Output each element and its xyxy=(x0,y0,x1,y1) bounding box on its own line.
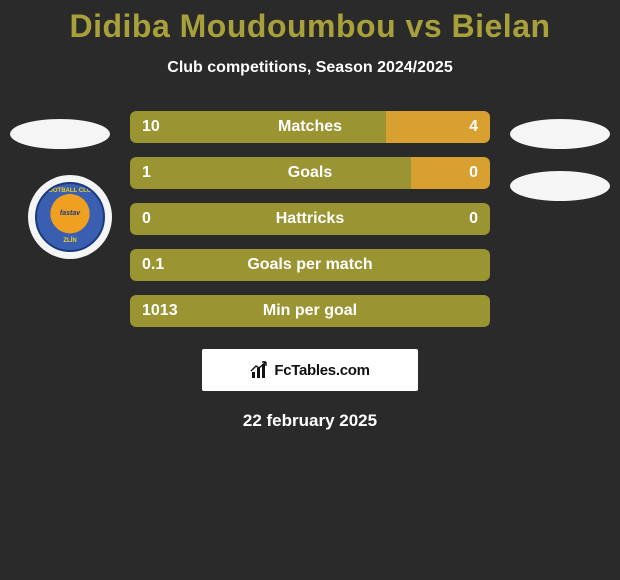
player-placeholder-left xyxy=(10,119,110,149)
infographic-container: Didiba Moudoumbou vs Bielan Club competi… xyxy=(0,0,620,431)
stat-value-right: 4 xyxy=(418,118,478,136)
club-badge-inner: FOOTBALL CLUB fastav ZLÍN xyxy=(35,182,105,252)
badge-mid-text: fastav xyxy=(37,210,103,217)
club-placeholder-right xyxy=(510,171,610,201)
stat-value-left: 0 xyxy=(142,210,202,228)
brand-box[interactable]: FcTables.com xyxy=(202,349,418,391)
stat-value-right: 0 xyxy=(418,210,478,228)
stat-value-left: 1 xyxy=(142,164,202,182)
stat-label: Goals per match xyxy=(202,256,418,274)
stat-value-left: 0.1 xyxy=(142,256,202,274)
stat-value-left: 1013 xyxy=(142,302,202,320)
stat-row: 1013Min per goal xyxy=(130,295,490,327)
date-text: 22 february 2025 xyxy=(0,411,620,431)
stat-value-right: 0 xyxy=(418,164,478,182)
stat-rows: 10Matches41Goals00Hattricks00.1Goals per… xyxy=(130,111,490,327)
stat-label: Goals xyxy=(202,164,418,182)
page-title: Didiba Moudoumbou vs Bielan xyxy=(0,8,620,45)
club-badge-left: FOOTBALL CLUB fastav ZLÍN xyxy=(28,175,112,259)
badge-top-text: FOOTBALL CLUB xyxy=(37,188,103,194)
stat-row: 10Matches4 xyxy=(130,111,490,143)
stats-area: FOOTBALL CLUB fastav ZLÍN 10Matches41Goa… xyxy=(0,111,620,431)
stat-row: 1Goals0 xyxy=(130,157,490,189)
stat-value-left: 10 xyxy=(142,118,202,136)
brand-text: FcTables.com xyxy=(274,362,369,379)
player-placeholder-right xyxy=(510,119,610,149)
stat-row: 0.1Goals per match xyxy=(130,249,490,281)
bar-chart-icon xyxy=(250,362,270,378)
subtitle: Club competitions, Season 2024/2025 xyxy=(0,59,620,77)
stat-row: 0Hattricks0 xyxy=(130,203,490,235)
stat-label: Min per goal xyxy=(202,302,418,320)
stat-label: Hattricks xyxy=(202,210,418,228)
badge-bot-text: ZLÍN xyxy=(37,238,103,244)
stat-label: Matches xyxy=(202,118,418,136)
